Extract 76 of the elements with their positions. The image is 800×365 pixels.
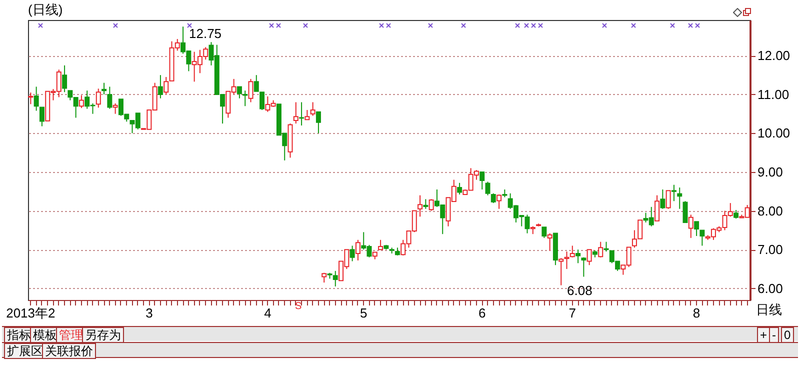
x-tick-label: 6 (478, 306, 486, 320)
candlestick (102, 82, 107, 95)
candlestick (576, 249, 581, 264)
candlestick (378, 239, 384, 250)
y-tick-label: 6.00 (758, 280, 783, 296)
candlestick (671, 184, 676, 202)
candlestick (28, 92, 34, 105)
candlestick (96, 88, 101, 108)
candlestick (39, 106, 44, 127)
y-tick-label: 7.00 (758, 242, 783, 258)
candlestick (423, 198, 428, 210)
candlestick (304, 109, 310, 120)
y-tick-label: 11.00 (758, 86, 790, 102)
chart-title: (日线) (28, 2, 63, 17)
candlestick (112, 102, 118, 114)
candlestick (293, 102, 298, 124)
candlestick (660, 188, 666, 210)
y-tick-label: 12.00 (758, 48, 790, 64)
x-tick-label: 8 (692, 306, 700, 320)
candlestick (78, 94, 84, 109)
candlestick (700, 230, 705, 246)
candlestick (496, 194, 502, 210)
annotation: 6.08 (567, 283, 592, 298)
candlestick (677, 187, 682, 210)
candlestick (564, 251, 570, 270)
text: - (769, 327, 779, 343)
text: 管理 (56, 327, 86, 343)
y-tick-label: 9.00 (758, 164, 783, 180)
y-tick-label: 10.00 (758, 126, 790, 141)
candlestick (34, 86, 39, 112)
candlestick (682, 200, 688, 223)
candlestick (586, 249, 592, 266)
candlestick (310, 102, 316, 116)
text: 关联报价 (42, 343, 96, 359)
candlestick (242, 90, 248, 107)
candlestick (107, 86, 112, 110)
candlestick (418, 194, 423, 218)
candlestick (236, 86, 242, 99)
candlestick (490, 192, 496, 204)
text: 另存为 (82, 327, 124, 343)
candlestick (485, 181, 490, 196)
candlestick (688, 214, 694, 238)
x-tick-label: 4 (264, 306, 272, 320)
x-tick-label: 5 (360, 306, 368, 320)
candlestick (248, 78, 254, 103)
candlestick (480, 172, 485, 190)
text: 模板 (30, 327, 60, 343)
text: S (295, 300, 302, 314)
x-tick-label: 7 (568, 306, 576, 320)
candlestick (428, 198, 434, 212)
annotation: 12.75 (189, 26, 222, 41)
candlestick (158, 74, 163, 99)
text: 扩展区 (4, 343, 46, 359)
candlestick (547, 232, 552, 252)
candlestick (542, 226, 547, 238)
candlestick (350, 245, 355, 262)
text: 指标 (4, 327, 34, 343)
candlestick (581, 256, 586, 278)
candlestick (654, 194, 660, 222)
candlestick (457, 182, 462, 196)
y-tick-label: 8.00 (758, 203, 783, 218)
candlestick (570, 245, 575, 258)
x-tick-label: 3 (146, 306, 153, 320)
candlestick (558, 258, 564, 286)
candlestick (355, 239, 360, 261)
candlestick (299, 102, 304, 126)
candlestick (666, 190, 671, 210)
candlestick (598, 241, 604, 258)
candlestick (316, 111, 321, 134)
text: 0 (781, 327, 794, 343)
candlestick (62, 64, 68, 93)
text: + (757, 327, 770, 343)
text: 日线 (756, 302, 782, 317)
x-tick-label: 2013年2 (6, 306, 56, 320)
candlestick (694, 221, 700, 237)
candlestick (604, 241, 609, 252)
